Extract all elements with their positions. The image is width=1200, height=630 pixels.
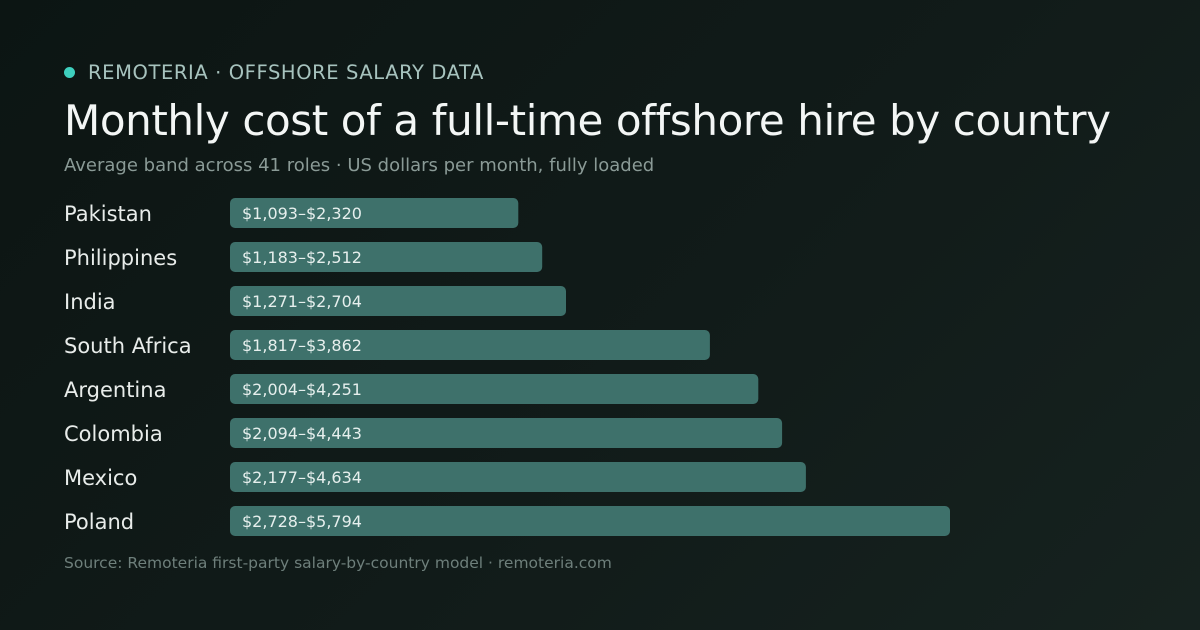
bar-value-label: $1,183–$2,512 [242, 248, 362, 267]
brand-line: REMOTERIA · OFFSHORE SALARY DATA [64, 60, 484, 84]
bar [230, 286, 566, 316]
brand-label: REMOTERIA · OFFSHORE SALARY DATA [88, 60, 484, 84]
category-label: Mexico [64, 466, 137, 490]
bar [230, 374, 759, 404]
brand-dot-icon [64, 66, 75, 78]
bar-value-label: $2,094–$4,443 [242, 424, 362, 443]
category-label: India [64, 290, 116, 314]
bar [230, 242, 543, 272]
chart-subtitle: Average band across 41 roles · US dollar… [64, 155, 655, 176]
category-label: Pakistan [64, 202, 152, 226]
bar-value-label: $2,004–$4,251 [242, 380, 362, 399]
chart-title: Monthly cost of a full-time offshore hir… [64, 96, 1111, 145]
category-label: Colombia [64, 422, 163, 446]
category-label: Argentina [64, 378, 166, 402]
bar [230, 462, 806, 492]
category-label: Philippines [64, 246, 177, 270]
bar [230, 418, 783, 448]
bar-value-label: $2,728–$5,794 [242, 512, 362, 531]
category-label: Poland [64, 510, 134, 534]
bar [230, 330, 710, 360]
category-label: South Africa [64, 334, 192, 358]
bar [230, 506, 950, 536]
source-note: Source: Remoteria first-party salary-by-… [64, 554, 612, 572]
bar-value-label: $2,177–$4,634 [242, 468, 362, 487]
bar [230, 198, 519, 228]
bar-value-label: $1,093–$2,320 [242, 204, 362, 223]
bar-value-label: $1,817–$3,862 [242, 336, 362, 355]
bar-value-label: $1,271–$2,704 [242, 292, 362, 311]
